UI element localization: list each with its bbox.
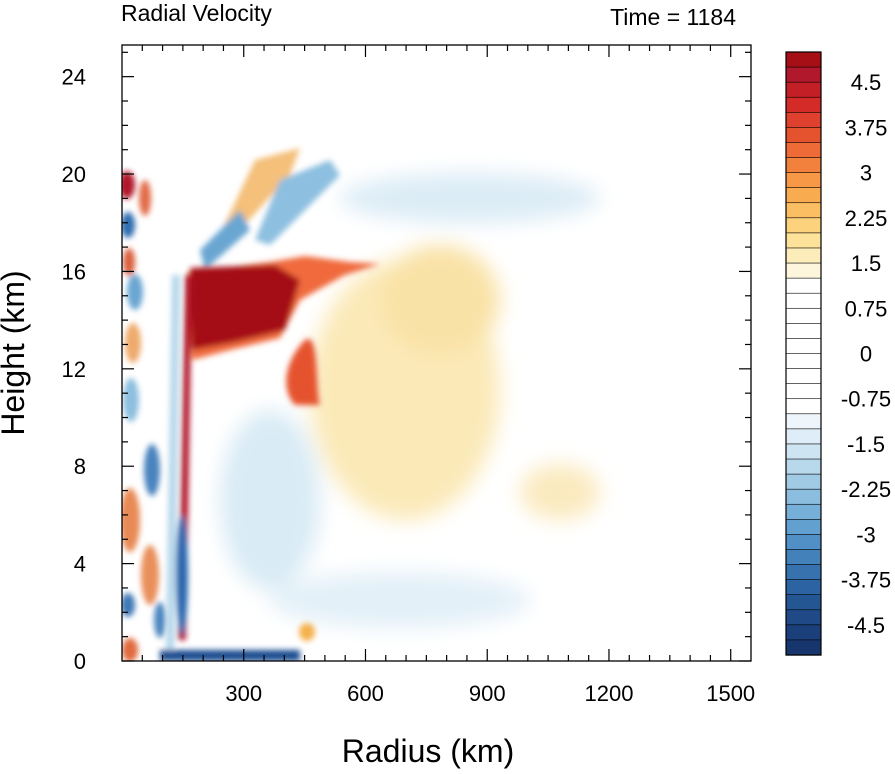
y-tick-label: 4 <box>74 552 86 577</box>
colorbar-swatch <box>785 413 822 430</box>
colorbar-swatch <box>785 443 822 460</box>
colorbar-swatch <box>785 51 822 68</box>
colorbar-swatch <box>785 519 822 536</box>
colorbar-swatch <box>785 503 822 520</box>
colorbar-swatch <box>785 96 822 113</box>
colorbar-swatch <box>785 488 822 505</box>
x-tick-label: 1500 <box>706 681 755 706</box>
y-axis: 0 4 8 12 16 20 24 <box>62 51 751 674</box>
weak-inflow-mid <box>220 410 320 590</box>
colorbar-tick-label: -3 <box>856 522 876 547</box>
colorbar-swatch <box>785 202 822 219</box>
plot-frame <box>121 44 752 662</box>
colorbar-swatch <box>785 172 822 189</box>
plot-title: Radial Velocity <box>121 0 272 26</box>
colorbar-swatch <box>785 142 822 159</box>
colorbar-swatch <box>785 594 822 611</box>
colorbar-swatch <box>785 307 822 324</box>
colorbar-swatch <box>785 609 822 626</box>
colorbar-swatch <box>785 323 822 340</box>
colorbar-swatch <box>785 428 822 445</box>
colorbar-tick-label: -4.5 <box>847 613 885 638</box>
colorbar-swatch <box>785 549 822 566</box>
colorbar-frame <box>785 51 822 656</box>
colorbar-swatch <box>785 383 822 400</box>
colorbar-tick-label: 3.75 <box>845 115 888 140</box>
colorbar-swatch <box>785 112 822 128</box>
colorbar-swatch <box>785 277 822 294</box>
colorbar-swatch <box>785 66 822 83</box>
colorbar-swatch <box>785 579 822 596</box>
y-tick-label: 12 <box>62 357 86 382</box>
colorbar-swatch <box>785 639 822 656</box>
colorbar-tick-label: -3.75 <box>841 568 891 593</box>
colorbar-swatch <box>785 368 822 385</box>
x-tick-label: 600 <box>347 681 384 706</box>
colorbar: 4.5 3.75 3 2.25 1.5 0.75 0 -0.75 -1.5 -2.25 -3 -3.7… <box>785 51 891 656</box>
colorbar-tick-label: 0.75 <box>845 296 888 321</box>
y-tick-label: 20 <box>62 162 86 187</box>
colorbar-tick-label: 1.5 <box>851 251 882 276</box>
y-tick-label: 24 <box>62 65 86 90</box>
colorbar-swatch <box>785 81 822 98</box>
colorbar-swatch <box>785 353 822 370</box>
colorbar-swatch <box>785 247 822 264</box>
colorbar-swatch <box>785 624 822 641</box>
colorbar-tick-label: -0.75 <box>841 387 891 412</box>
x-tick-label: 1200 <box>584 681 633 706</box>
colorbar-swatch <box>785 127 822 144</box>
weak-inflow-upper <box>340 173 600 223</box>
x-tick-label: 300 <box>225 681 262 706</box>
x-axis-label: Radius (km) <box>342 733 514 769</box>
colorbar-tick-label: -1.5 <box>847 432 885 457</box>
weak-outflow-region-3 <box>520 464 600 520</box>
colorbar-swatch <box>785 262 822 279</box>
colorbar-swatch <box>785 292 822 309</box>
colorbar-tick-label: 0 <box>860 342 872 367</box>
colorbar-tick-label: 3 <box>860 161 872 186</box>
colorbar-swatch <box>785 473 822 490</box>
colorbar-swatch <box>785 187 822 204</box>
colorbar-tick-label: 2.25 <box>845 206 888 231</box>
x-axis: 300 600 900 1200 1500 <box>141 45 755 706</box>
y-tick-label: 16 <box>62 259 86 284</box>
time-annotation: Time = 1184 <box>610 4 736 30</box>
colorbar-swatch <box>785 458 822 475</box>
y-tick-label: 0 <box>74 649 86 674</box>
colorbar-swatch <box>785 217 822 234</box>
y-tick-label: 8 <box>74 454 86 479</box>
weak-inflow-lower <box>270 572 530 628</box>
colorbar-swatch <box>785 232 822 249</box>
colorbar-swatch <box>785 398 822 415</box>
colorbar-swatch <box>785 338 822 355</box>
velocity-field <box>122 148 600 661</box>
weak-outflow-region-2 <box>380 245 500 355</box>
colorbar-tick-label: 4.5 <box>851 70 882 95</box>
y-axis-label: Height (km) <box>0 270 31 435</box>
colorbar-tick-label: -2.25 <box>841 477 891 502</box>
colorbar-swatch <box>785 157 822 174</box>
x-tick-label: 900 <box>469 681 506 706</box>
colorbar-swatch <box>785 564 822 581</box>
colorbar-swatch <box>785 534 822 551</box>
